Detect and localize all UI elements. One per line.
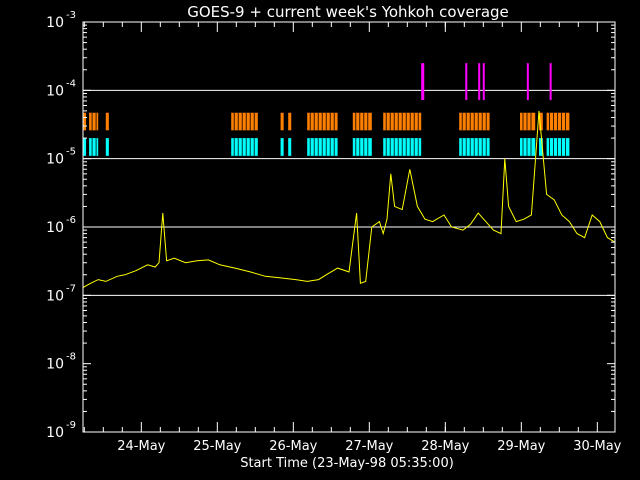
coverage-bar (478, 63, 481, 101)
y-tick-exponent: -4 (66, 78, 76, 89)
y-tick-label: 10 (46, 220, 64, 236)
x-axis-label: Start Time (23-May-98 05:35:00) (240, 456, 454, 471)
y-tick-label: 10 (46, 425, 64, 441)
coverage-bar (89, 138, 99, 156)
y-tick-exponent: -9 (66, 420, 76, 431)
coverage-bar (105, 112, 109, 131)
coverage-bar (465, 63, 468, 101)
y-tick-label: 10 (46, 357, 64, 373)
y-tick-label: 10 (46, 152, 64, 168)
gridlines (83, 89, 615, 296)
y-tick-exponent: -7 (66, 283, 76, 294)
coverage-bar (352, 112, 372, 131)
x-tick-label: 29-May (497, 439, 545, 454)
y-axis-ticks: 10-910-810-710-610-510-410-3 (46, 10, 615, 441)
x-tick-label: 25-May (193, 439, 241, 454)
coverage-bar (549, 63, 552, 101)
x-tick-label: 28-May (421, 439, 469, 454)
coverage-bar (539, 138, 543, 156)
chart-title: GOES-9 + current week's Yohkoh coverage (187, 3, 509, 21)
x-tick-label: 24-May (117, 439, 165, 454)
coverage-bar (288, 112, 292, 131)
yohkoh-coverage (83, 63, 570, 156)
coverage-bar (105, 138, 109, 156)
coverage-bar (352, 138, 372, 156)
coverage-bar (288, 138, 292, 156)
coverage-bar (526, 63, 529, 101)
y-tick-label: 10 (46, 83, 64, 99)
y-tick-exponent: -3 (66, 10, 76, 21)
y-tick-label: 10 (46, 15, 64, 31)
coverage-bar (280, 138, 284, 156)
coverage-bar (546, 138, 570, 156)
coverage-bar (520, 138, 536, 156)
coverage-bar (421, 63, 425, 101)
y-tick-label: 10 (46, 288, 64, 304)
x-axis-ticks: 24-May 25-May 26-May 27-May 28-May 29-May 30-M… (83, 22, 622, 454)
x-tick-label: 27-May (345, 439, 393, 454)
coverage-bar (482, 63, 485, 101)
coverage-bar (89, 112, 99, 131)
x-tick-label: 26-May (269, 439, 317, 454)
x-tick-label: 30-May (573, 439, 621, 454)
coverage-bar (83, 138, 87, 156)
y-tick-exponent: -8 (66, 352, 76, 363)
flux-series-line (82, 110, 616, 288)
coverage-bar (546, 112, 570, 131)
coverage-bar (520, 112, 536, 131)
coverage-bar (280, 112, 284, 131)
coverage-bar (83, 112, 87, 131)
y-tick-exponent: -6 (66, 215, 76, 226)
coverage-bar (539, 112, 543, 131)
y-tick-exponent: -5 (66, 147, 76, 158)
